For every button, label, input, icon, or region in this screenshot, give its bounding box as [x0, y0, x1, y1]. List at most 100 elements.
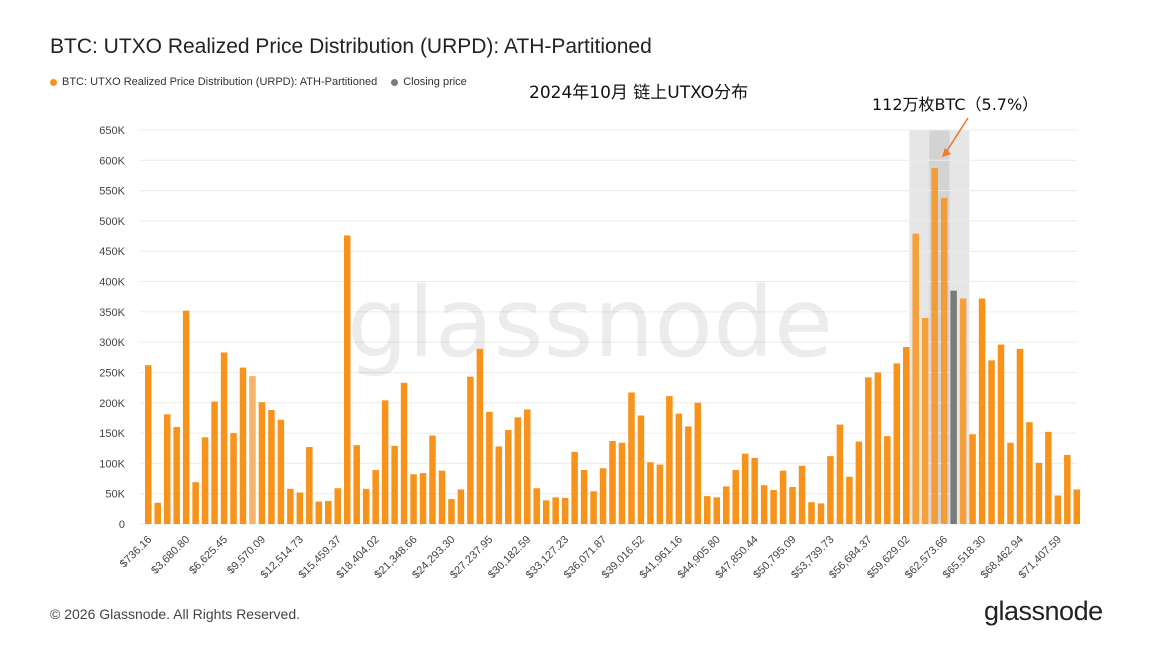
y-tick-label: 550K [99, 186, 125, 198]
urpd-bar [201, 437, 209, 524]
urpd-bar [1016, 348, 1024, 524]
y-tick-label: 600K [99, 155, 125, 167]
urpd-bar [997, 344, 1005, 524]
urpd-bar [343, 235, 351, 524]
x-tick-label: $6,625.45 [187, 534, 230, 577]
urpd-bar [912, 233, 919, 524]
urpd-bar [192, 482, 199, 524]
urpd-bar [893, 363, 901, 524]
urpd-bar [685, 426, 692, 524]
urpd-bar [514, 417, 522, 524]
annotation-arrow-shaft [944, 117, 969, 155]
urpd-bar [599, 468, 607, 524]
urpd-bar [722, 486, 730, 524]
urpd-bar [1007, 442, 1014, 524]
urpd-bar [1073, 489, 1081, 524]
legend-dot-gray-icon [391, 78, 399, 86]
urpd-bar [410, 474, 417, 524]
urpd-bar [704, 496, 711, 524]
urpd-bar [827, 456, 834, 524]
x-tick-label: $736.16 [118, 534, 155, 571]
urpd-bar [770, 490, 777, 524]
urpd-bar [694, 402, 702, 524]
y-tick-label: 50K [105, 489, 125, 501]
urpd-bar [808, 502, 815, 524]
grid-layer [140, 129, 1077, 525]
urpd-bar [533, 488, 540, 524]
urpd-bar [988, 360, 995, 524]
urpd-bar [618, 442, 626, 524]
urpd-bar [760, 485, 768, 524]
urpd-bar [713, 497, 720, 524]
urpd-bar [666, 396, 673, 524]
urpd-bar [571, 451, 578, 524]
legend: BTC: UTXO Realized Price Distribution (U… [50, 76, 467, 88]
urpd-bar [220, 352, 228, 524]
urpd-bar [884, 436, 891, 524]
urpd-bar [836, 424, 844, 524]
urpd-bar [1064, 454, 1071, 524]
annotation-arrow-head-icon [941, 148, 951, 157]
urpd-bar [239, 367, 247, 524]
urpd-bar [287, 488, 294, 524]
urpd-bar [542, 500, 550, 524]
urpd-bar [903, 347, 910, 524]
urpd-bar [277, 419, 285, 524]
urpd-bar [675, 413, 683, 524]
urpd-bar [353, 445, 360, 524]
urpd-bar [372, 470, 379, 524]
urpd-bar [779, 470, 787, 524]
urpd-bar [467, 376, 474, 524]
urpd-bar [628, 392, 635, 524]
urpd-bar [1026, 422, 1033, 524]
urpd-bar [325, 500, 332, 524]
urpd-bar [391, 445, 398, 524]
x-tick-label: $3,680.80 [149, 534, 192, 577]
urpd-bar [940, 197, 948, 525]
glassnode-watermark: glassnode [347, 267, 833, 379]
urpd-bar [874, 372, 882, 524]
urpd-bar [163, 414, 171, 524]
urpd-bar [524, 409, 531, 524]
urpd-bar [249, 376, 256, 524]
y-tick-label: 450K [99, 246, 125, 258]
urpd-bar [495, 446, 503, 524]
cluster-annotation: 112万枚BTC（5.7%） [872, 95, 1039, 114]
legend-dot-orange-icon [50, 78, 57, 86]
y-tick-label: 300K [99, 337, 125, 349]
urpd-bar [1054, 495, 1062, 524]
urpd-bar [1045, 431, 1052, 524]
urpd-bar [817, 503, 825, 524]
legend-item-closing-price[interactable]: Closing price [391, 76, 467, 88]
urpd-bar [476, 348, 484, 524]
urpd-bar [448, 499, 455, 524]
urpd-bar [637, 415, 645, 524]
urpd-bar [931, 168, 938, 525]
urpd-bar [419, 473, 427, 524]
annotation-arrow-layer [941, 117, 969, 157]
urpd-bar [789, 487, 796, 524]
urpd-bar [552, 497, 559, 524]
legend-item-urpd[interactable]: BTC: UTXO Realized Price Distribution (U… [50, 76, 377, 88]
glassnode-logo[interactable]: glassnode [984, 596, 1103, 626]
closing-price-bar [950, 290, 957, 524]
urpd-bar [969, 434, 976, 524]
y-tick-label: 150K [99, 428, 125, 440]
urpd-bar [457, 489, 465, 524]
urpd-bar [978, 298, 986, 524]
urpd-bar [959, 298, 967, 524]
urpd-bar [296, 492, 304, 524]
urpd-bar [362, 488, 370, 524]
urpd-bar [211, 401, 218, 524]
urpd-bar [486, 411, 493, 524]
urpd-bar [855, 441, 863, 524]
y-tick-label: 650K [99, 125, 125, 137]
urpd-bar [656, 464, 664, 524]
y-tick-label: 500K [99, 216, 125, 228]
urpd-bar [154, 502, 161, 524]
urpd-bar [921, 317, 929, 524]
urpd-bar [865, 377, 872, 524]
urpd-bar [315, 501, 323, 524]
urpd-bar [751, 457, 758, 524]
